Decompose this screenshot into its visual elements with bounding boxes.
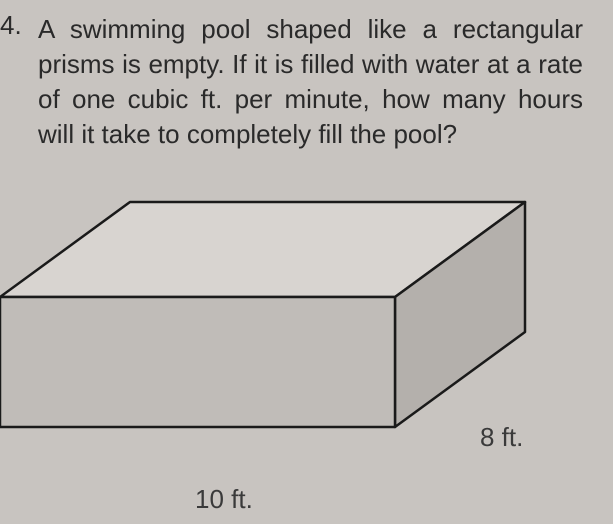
prism-svg xyxy=(0,182,560,482)
question-number: 4. xyxy=(0,10,22,41)
width-label: 10 ft. xyxy=(195,484,253,515)
depth-label: 8 ft. xyxy=(480,422,523,453)
page-container: 4. A swimming pool shaped like a rectang… xyxy=(0,0,613,524)
prism-diagram: 8 ft. 10 ft. xyxy=(0,182,593,522)
question-text: A swimming pool shaped like a rectangula… xyxy=(38,12,593,152)
